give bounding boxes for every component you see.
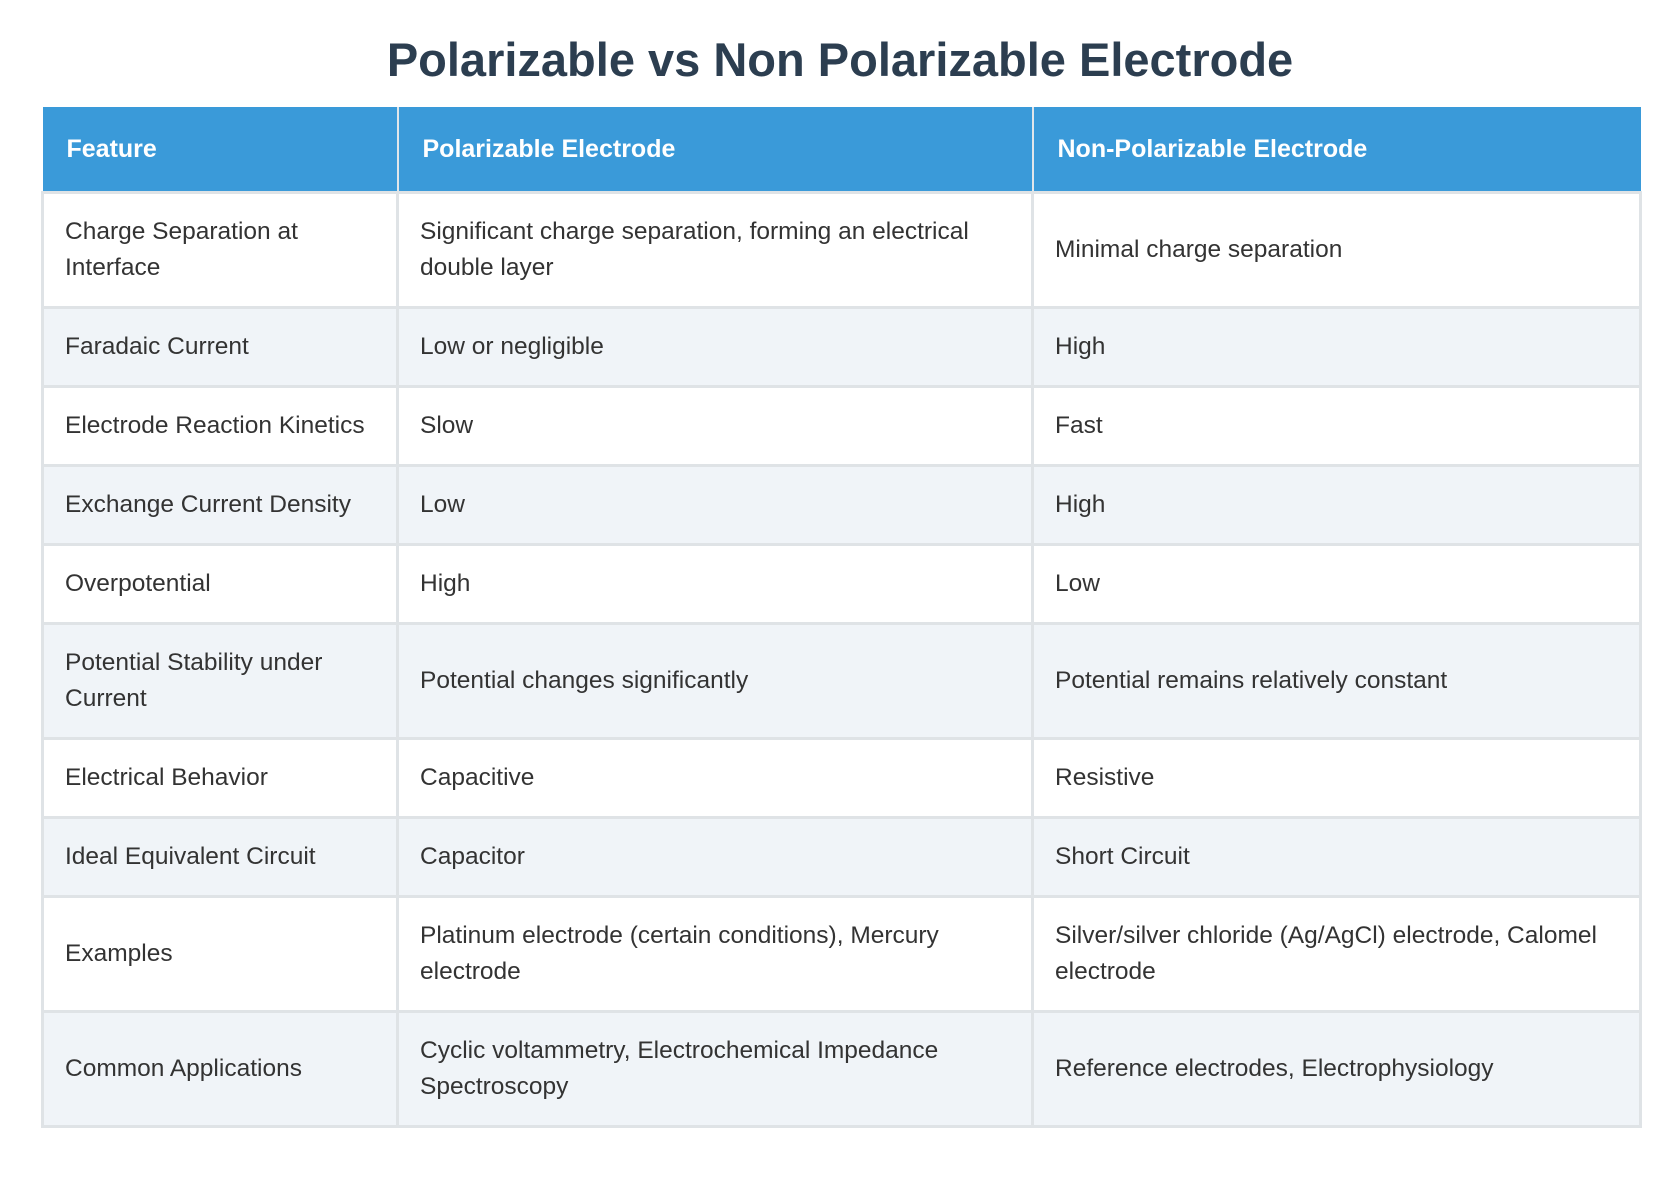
table-cell: Slow	[396, 385, 1034, 467]
table-row: Ideal Equivalent Circuit Capacitor Short C…	[41, 816, 1642, 898]
table-cell: Ideal Equivalent Circuit	[41, 816, 399, 898]
table-cell: Potential remains relatively constant	[1031, 622, 1642, 740]
table-cell: Charge Separation at Interface	[41, 191, 399, 309]
table-cell: Minimal charge separation	[1031, 191, 1642, 309]
table-cell: Electrode Reaction Kinetics	[41, 385, 399, 467]
table-cell: High	[1031, 464, 1642, 546]
table-cell: Capacitor	[396, 816, 1034, 898]
table-cell: Potential Stability under Current	[41, 622, 399, 740]
table-row: Potential Stability under Current Potenti…	[41, 622, 1642, 740]
table-cell: Capacitive	[396, 737, 1034, 819]
table-cell: Low	[396, 464, 1034, 546]
table-row: Common Applications Cyclic voltammetry, E…	[41, 1010, 1642, 1128]
table-cell: Potential changes significantly	[396, 622, 1034, 740]
comparison-table: Feature Polarizable Electrode Non-Polariza…	[41, 107, 1642, 1128]
table-cell: Short Circuit	[1031, 816, 1642, 898]
table-cell: Resistive	[1031, 737, 1642, 819]
table-cell: Silver/silver chloride (Ag/AgCl) electro…	[1031, 895, 1642, 1013]
table-cell: Common Applications	[41, 1010, 399, 1128]
table-row: Electrical Behavior Capacitive Resistive	[41, 737, 1642, 819]
page-title: Polarizable vs Non Polarizable Electrode	[386, 33, 1294, 86]
table-cell: High	[396, 543, 1034, 625]
table-cell: Electrical Behavior	[41, 737, 399, 819]
table-row: Overpotential High Low	[41, 543, 1642, 625]
table-row: Charge Separation at Interface Significan…	[41, 191, 1642, 309]
table-cell: Faradaic Current	[41, 306, 399, 388]
table-row: Exchange Current Density Low High	[41, 464, 1642, 546]
table-row: Electrode Reaction Kinetics Slow Fast	[41, 385, 1642, 467]
table-cell: Platinum electrode (certain conditions),…	[396, 895, 1034, 1013]
table-cell: Overpotential	[41, 543, 399, 625]
table-cell: Low	[1031, 543, 1642, 625]
header-cell: Polarizable Electrode	[397, 107, 1034, 193]
table-cell: Cyclic voltammetry, Electrochemical Impe…	[396, 1010, 1034, 1128]
table-cell: Fast	[1031, 385, 1642, 467]
table-row: Examples Platinum electrode (certain cond…	[41, 895, 1642, 1013]
table-cell: Low or negligible	[396, 306, 1034, 388]
table-cell: Significant charge separation, forming a…	[396, 191, 1034, 309]
table-cell: Reference electrodes, Electrophysiology	[1031, 1010, 1642, 1128]
table-body: Charge Separation at Interface Significan…	[41, 191, 1642, 1128]
header-row: Feature Polarizable Electrode Non-Polariza…	[42, 107, 1641, 193]
table-row: Faradaic Current Low or negligible High	[41, 306, 1642, 388]
table-cell: High	[1031, 306, 1642, 388]
table-header: Feature Polarizable Electrode Non-Polariza…	[42, 107, 1641, 193]
header-cell: Feature	[42, 107, 399, 193]
table-cell: Examples	[41, 895, 399, 1013]
table-cell: Exchange Current Density	[41, 464, 399, 546]
header-cell: Non-Polarizable Electrode	[1032, 107, 1641, 193]
